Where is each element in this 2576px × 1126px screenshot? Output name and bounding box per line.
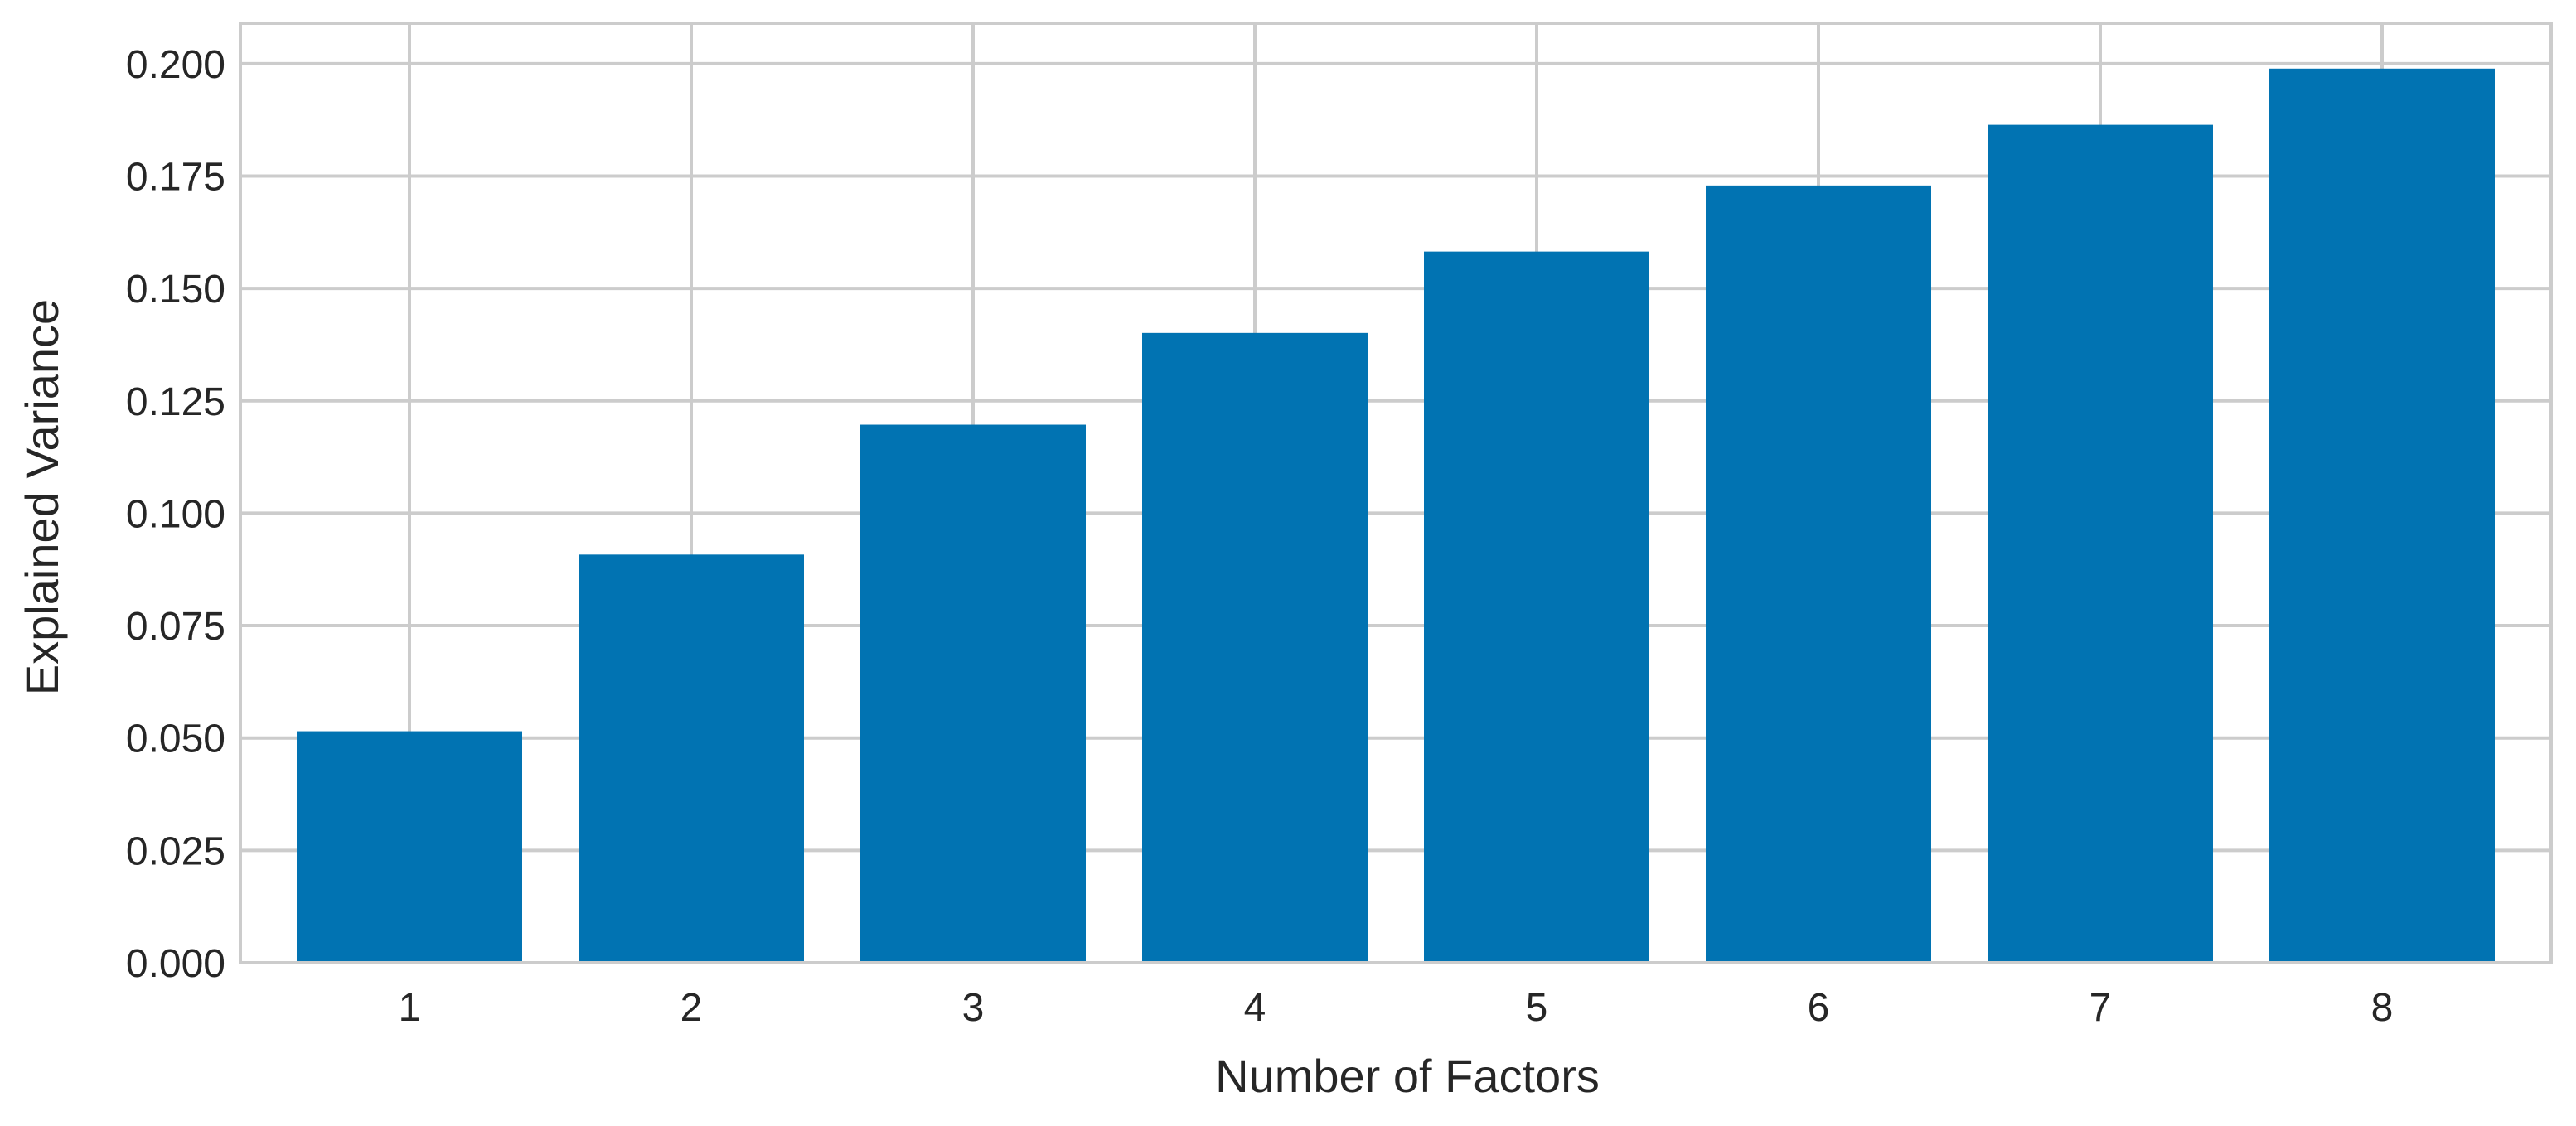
x-tick-label: 6 <box>1808 986 1830 1030</box>
bar-factor-6 <box>1706 185 1931 963</box>
x-tick-label: 3 <box>962 986 985 1030</box>
y-tick-label: 0.200 <box>126 43 225 87</box>
bar-factor-8 <box>2269 68 2495 964</box>
bar-factor-1 <box>297 731 522 963</box>
x-tick-label: 2 <box>680 986 703 1030</box>
bar-factor-7 <box>1988 124 2213 964</box>
y-tick-label: 0.025 <box>126 829 225 873</box>
x-tick-label: 8 <box>2371 986 2394 1030</box>
x-tick-labels: 1 2 3 4 5 6 7 8 <box>399 986 2394 1030</box>
y-tick-label: 0.000 <box>126 942 225 986</box>
y-axis-label: Explained Variance <box>16 299 68 695</box>
bar-factor-2 <box>579 554 804 963</box>
bar-factor-3 <box>860 424 1086 963</box>
x-axis-label: Number of Factors <box>1215 1050 1600 1102</box>
x-tick-label: 7 <box>2089 986 2112 1030</box>
y-tick-label: 0.050 <box>126 718 225 761</box>
y-tick-label: 0.150 <box>126 268 225 312</box>
y-tick-label: 0.175 <box>126 155 225 199</box>
bars <box>297 68 2495 964</box>
x-tick-label: 4 <box>1244 986 1266 1030</box>
bar-factor-5 <box>1424 251 1649 963</box>
x-tick-label: 5 <box>1526 986 1548 1030</box>
x-tick-label: 1 <box>399 986 421 1030</box>
y-tick-labels: 0.000 0.025 0.050 0.075 0.100 0.125 0.150 0.175… <box>126 43 225 986</box>
bar-factor-4 <box>1142 332 1368 963</box>
y-tick-label: 0.075 <box>126 605 225 649</box>
y-tick-label: 0.100 <box>126 492 225 536</box>
plot-frame <box>239 22 2553 964</box>
y-tick-label: 0.125 <box>126 380 225 424</box>
